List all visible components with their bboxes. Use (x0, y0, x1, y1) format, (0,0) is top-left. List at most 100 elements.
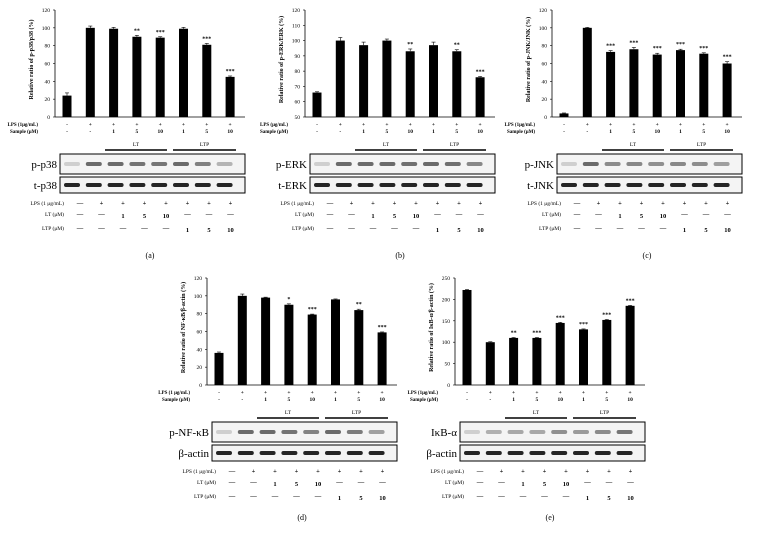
treatment-value: + (414, 200, 418, 207)
sample-value: - (563, 129, 565, 135)
y-tick-label: 100 (42, 26, 51, 32)
bar (625, 305, 635, 385)
bar (109, 28, 119, 118)
panel-d: 0 20 40 60 80 100 120 Relative ratio of NF-κB/β… (152, 268, 407, 538)
blot-label: p-NF-κB (169, 427, 209, 439)
panel-figure: 0 50 100 150 200 250 Relative ratio of IκB-α/β… (408, 276, 646, 522)
treatment-value: — (497, 479, 505, 486)
sample-value: 10 (157, 129, 163, 135)
treatment-row-label: LTP (μM) (194, 493, 216, 500)
significance-label: *** (226, 69, 235, 75)
lps-sign: + (455, 122, 458, 128)
blot-band (379, 162, 396, 166)
blot-band (616, 451, 633, 455)
blot-band (582, 183, 599, 187)
sample-value: 10 (309, 397, 315, 403)
bar (85, 27, 95, 117)
lps-sign: + (357, 390, 360, 396)
y-tick-label: 100 (194, 294, 203, 300)
y-tick-label: 250 (442, 276, 451, 282)
y-tick-label: 120 (292, 8, 301, 14)
treatment-row-label: LTP (μM) (442, 493, 464, 500)
y-tick-label: 100 (442, 340, 451, 346)
significance-label: ** (356, 302, 362, 308)
significance-label: *** (579, 322, 588, 328)
sample-value: 1 (112, 129, 115, 135)
sample-value: 10 (557, 397, 563, 403)
treatment-value: — (562, 493, 570, 500)
blot-band (281, 451, 298, 455)
sample-value: 1 (264, 397, 267, 403)
blot-band (648, 162, 665, 166)
treatment-value: + (273, 468, 277, 475)
sample-row-label: Sample (μM) (507, 130, 535, 135)
y-tick-label: 60 (197, 330, 203, 336)
lps-sign: + (702, 122, 705, 128)
blot-band (551, 451, 568, 455)
blot-band (216, 451, 232, 455)
treatment-value: — (723, 211, 731, 218)
significance-label: *** (626, 298, 635, 304)
sample-value: 5 (136, 129, 139, 135)
treatment-row-label: LPS (1 μg/mL) (527, 200, 561, 207)
blot-band (129, 162, 146, 166)
panel-caption: (c) (643, 251, 652, 260)
treatment-value: — (476, 493, 484, 500)
treatment-value: — (659, 225, 667, 232)
treatment-row-label: LT (μM) (197, 479, 216, 486)
group-label: LT (630, 142, 637, 148)
treatment-value: 10 (660, 213, 667, 220)
sample-value: 10 (227, 129, 233, 135)
sample-value: 5 (205, 129, 208, 135)
treatment-value: 10 (477, 227, 484, 234)
sample-value: - (218, 397, 220, 403)
treatment-row-label: LPS (1 μg/mL) (280, 200, 314, 207)
lps-sign: + (385, 122, 388, 128)
blot-band (335, 183, 352, 187)
sample-value: 10 (654, 129, 660, 135)
treatment-value: + (629, 468, 633, 475)
treatment-value: + (207, 200, 211, 207)
treatment-value: — (378, 479, 386, 486)
bar (331, 299, 340, 385)
treatment-value: — (637, 225, 645, 232)
treatment-value: 1 (121, 213, 124, 220)
y-tick-label: 80 (295, 69, 301, 75)
lps-sign: + (135, 122, 138, 128)
treatment-value: — (76, 225, 84, 232)
blot-box (556, 153, 743, 175)
lps-sign: + (264, 390, 267, 396)
lps-sign: + (605, 390, 608, 396)
y-tick-label: 50 (445, 362, 451, 368)
sample-value: 10 (724, 129, 730, 135)
panel-figure: 0 20 40 60 80 100 120 Relative ratio of p-JNK/J… (505, 8, 743, 260)
blot-band (713, 183, 730, 187)
blot-band (573, 451, 589, 455)
sample-value: 10 (379, 397, 385, 403)
treatment-value: — (573, 200, 581, 207)
sample-value: 1 (512, 397, 515, 403)
treatment-value: — (357, 479, 365, 486)
y-tick-label: 90 (295, 54, 301, 60)
blot-band (594, 430, 611, 434)
lps-row-label: LPS (1 μg/mL) (158, 391, 190, 396)
treatment-value: — (140, 225, 148, 232)
treatment-row-label: LT (μM) (295, 211, 314, 218)
treatment-value: — (497, 493, 505, 500)
blot-band (573, 430, 589, 434)
blot-label: β-actin (178, 448, 209, 460)
treatment-value: + (295, 468, 299, 475)
group-label: LT (383, 142, 390, 148)
lps-row-label: LPS (1μg/mL) (505, 123, 536, 128)
sample-value: 5 (455, 129, 458, 135)
bar (237, 295, 247, 385)
lps-sign: - (66, 122, 68, 128)
sample-value: 5 (605, 397, 608, 403)
treatment-value: — (476, 479, 484, 486)
lps-sign: + (241, 390, 244, 396)
treatment-value: — (226, 211, 234, 218)
treatment-value: — (228, 493, 236, 500)
blot-band (507, 451, 524, 455)
treatment-value: 1 (436, 227, 439, 234)
treatment-value: — (249, 479, 257, 486)
